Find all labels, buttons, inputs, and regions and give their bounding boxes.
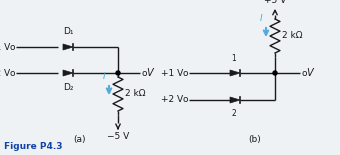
Polygon shape — [63, 70, 73, 76]
Circle shape — [116, 71, 120, 75]
Text: o: o — [141, 69, 147, 78]
Text: Figure P4.3: Figure P4.3 — [4, 142, 63, 151]
Text: 1: 1 — [232, 54, 236, 63]
Text: 2: 2 — [232, 109, 236, 118]
Text: V: V — [306, 68, 312, 78]
Text: o: o — [182, 69, 188, 78]
Text: 2 kΩ: 2 kΩ — [125, 89, 146, 98]
Circle shape — [273, 71, 277, 75]
Text: (a): (a) — [74, 135, 86, 144]
Text: +1 V: +1 V — [161, 69, 183, 78]
Text: +5 V: +5 V — [264, 0, 286, 5]
Text: I: I — [260, 14, 262, 23]
Text: o: o — [9, 42, 15, 51]
Text: −5 V: −5 V — [107, 132, 129, 141]
Polygon shape — [230, 70, 240, 76]
Text: D₂: D₂ — [63, 83, 73, 92]
Polygon shape — [63, 44, 73, 50]
Text: +2 V: +2 V — [0, 69, 10, 78]
Text: +2 V: +2 V — [161, 95, 183, 104]
Text: 2 kΩ: 2 kΩ — [282, 31, 303, 40]
Text: o: o — [9, 69, 15, 78]
Text: (b): (b) — [249, 135, 261, 144]
Text: V: V — [146, 68, 153, 78]
Text: o: o — [301, 69, 306, 78]
Text: o: o — [182, 95, 188, 104]
Polygon shape — [230, 97, 240, 103]
Text: I: I — [103, 72, 105, 81]
Text: +1 V: +1 V — [0, 42, 10, 51]
Text: D₁: D₁ — [63, 27, 73, 36]
